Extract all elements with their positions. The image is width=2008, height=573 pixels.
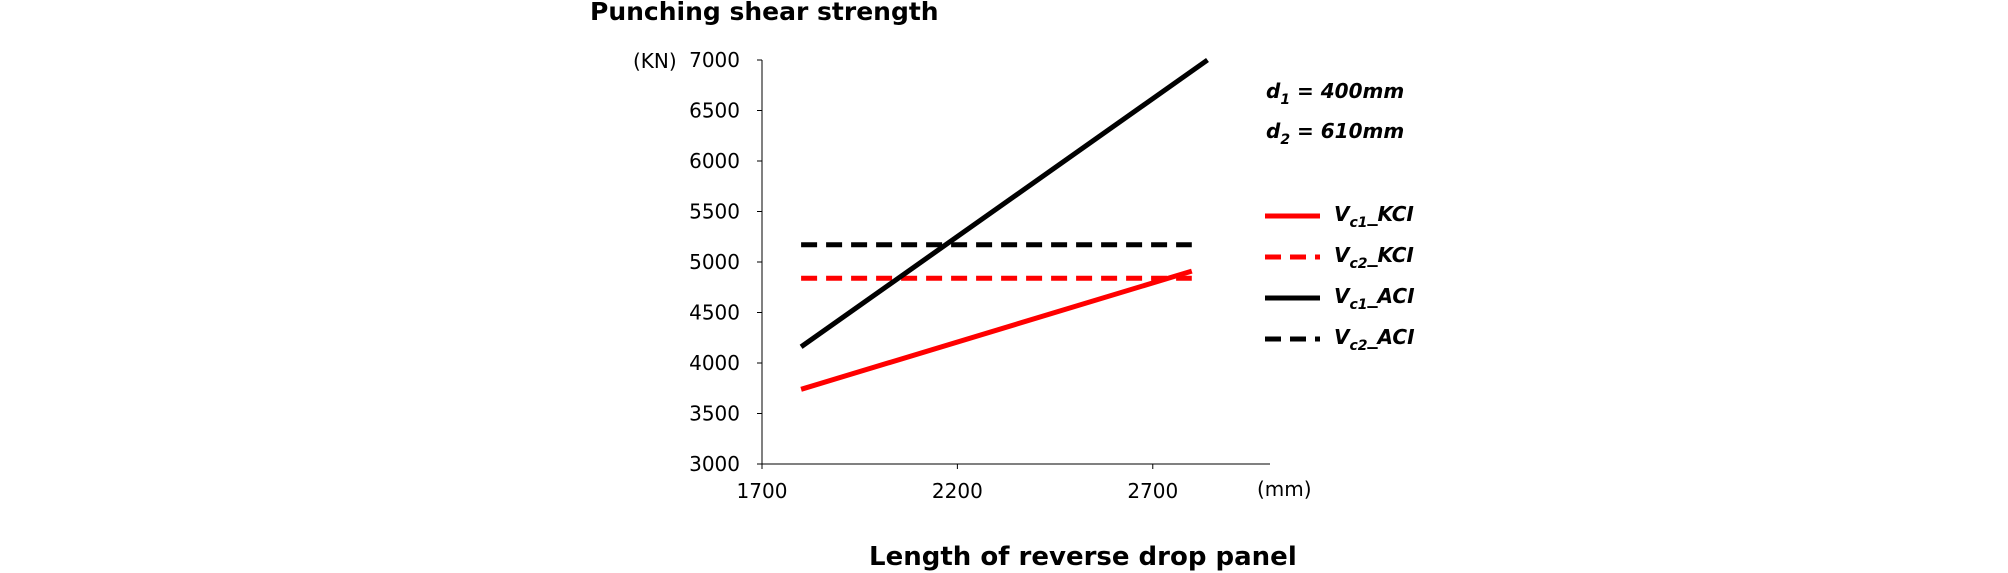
- legend-label-suffix: _ACI: [1367, 284, 1416, 308]
- legend-label-suffix: _KCI: [1367, 243, 1415, 267]
- legend-label: Vc1_ACI: [1334, 284, 1415, 313]
- legend-label-subscript: c1: [1349, 215, 1367, 231]
- legend-label: Vc2_KCI: [1334, 243, 1414, 272]
- legend-item: Vc2_ACI: [1265, 325, 1415, 354]
- x-axis-unit: (mm): [1257, 477, 1312, 501]
- axes: 3000 3500 4000 4500 5000 5500 6000 6500 7000 1700…: [689, 48, 1270, 503]
- legend-item: Vc1_ACI: [1265, 284, 1415, 313]
- legend-label-symbol: V: [1334, 202, 1351, 226]
- chart-title: Punching shear strength: [590, 0, 939, 26]
- x-tick-label: 1700: [737, 479, 788, 503]
- x-axis-title: Length of reverse drop panel: [869, 542, 1297, 572]
- legend-label: Vc1_KCI: [1334, 202, 1414, 231]
- legend-label-symbol: V: [1334, 243, 1351, 267]
- y-tick-label: 3500: [689, 402, 740, 426]
- legend-label: Vc2_ACI: [1334, 325, 1415, 354]
- annotation-d2: d2 = 610mm: [1266, 119, 1404, 148]
- legend-label-subscript: c2: [1349, 256, 1367, 272]
- annotation-d1-symbol: d: [1266, 79, 1281, 103]
- x-tick-label: 2700: [1127, 479, 1178, 503]
- plot-area: [799, 57, 1209, 392]
- y-tick-label: 4000: [689, 351, 740, 375]
- legend-label-symbol: V: [1334, 325, 1351, 349]
- legend-label-symbol: V: [1334, 284, 1351, 308]
- annotation-d1-subscript: 1: [1280, 92, 1290, 108]
- y-tick-label: 4500: [689, 301, 740, 325]
- legend-label-suffix: _KCI: [1367, 202, 1415, 226]
- legend-label-subscript: c2: [1349, 338, 1367, 354]
- annotation-d1: d1 = 400mm: [1266, 79, 1404, 108]
- legend-label-suffix: _ACI: [1367, 325, 1416, 349]
- y-tick-label: 6500: [689, 99, 740, 123]
- y-tick-label: 5000: [689, 250, 740, 274]
- legend-item: Vc2_KCI: [1265, 243, 1414, 272]
- series-line-c1-kci: [800, 268, 1193, 392]
- x-tick-label: 2200: [932, 479, 983, 503]
- series-line-c1-aci: [799, 57, 1209, 349]
- y-tick-label: 7000: [689, 48, 740, 72]
- y-tick-label: 3000: [689, 452, 740, 476]
- annotation-d2-symbol: d: [1266, 119, 1281, 143]
- annotation-d2-suffix: = 610mm: [1290, 119, 1404, 143]
- annotation-d1-suffix: = 400mm: [1290, 79, 1404, 103]
- y-tick-label: 5500: [689, 200, 740, 224]
- y-axis-unit: (KN): [633, 49, 677, 73]
- annotation-d2-subscript: 2: [1280, 132, 1290, 148]
- legend-item: Vc1_KCI: [1265, 202, 1414, 231]
- legend-label-subscript: c1: [1349, 297, 1367, 313]
- y-tick-label: 6000: [689, 149, 740, 173]
